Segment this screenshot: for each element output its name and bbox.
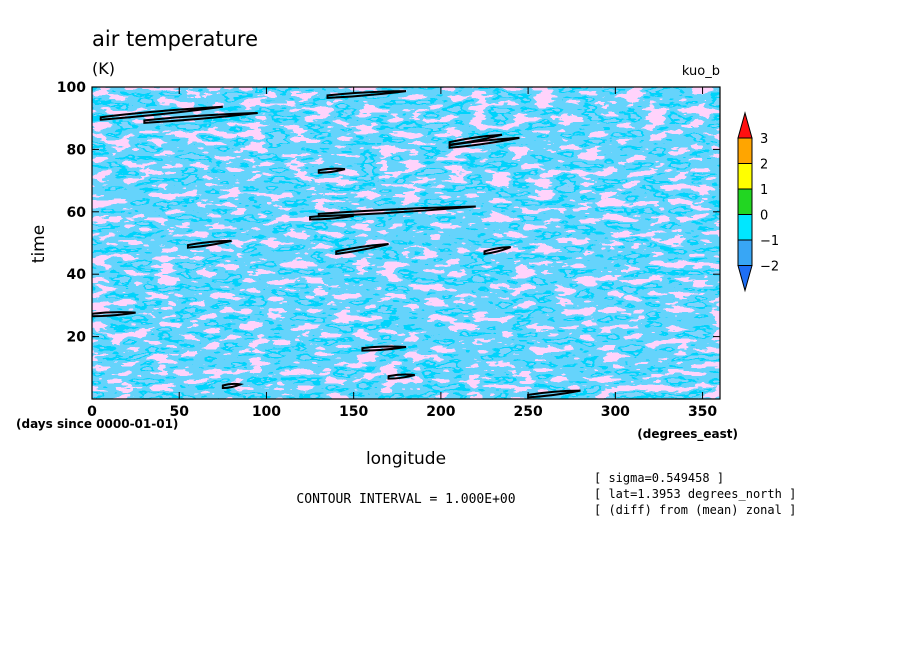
- x-tick-label: 0: [87, 404, 97, 420]
- colorbar-cap-bottom: [737, 265, 753, 293]
- x-axis-label: longitude: [366, 449, 446, 469]
- contour-interval: CONTOUR INTERVAL = 1.000E+00: [296, 492, 515, 507]
- colorbar-box: [737, 163, 753, 190]
- annotation-lat: [ lat=1.3953 degrees_north ]: [594, 487, 796, 501]
- x-tick-label: 350: [688, 404, 717, 420]
- colorbar-label: −2: [760, 260, 779, 275]
- contour-segment: [92, 311, 136, 318]
- colorbar-box: [737, 137, 753, 164]
- colorbar-label: 1: [760, 183, 768, 198]
- x-tick-label: 150: [339, 404, 368, 420]
- y-tick-label: 20: [67, 330, 87, 346]
- contour-segment: [143, 111, 258, 124]
- y-tick-label: 60: [67, 205, 87, 221]
- colorbar-box: [737, 188, 753, 215]
- y-unit-label: (days since 0000-01-01): [16, 417, 178, 431]
- colorbar-label: 0: [760, 209, 768, 224]
- chart-title: air temperature: [92, 27, 258, 51]
- y-tick-label: 100: [57, 80, 86, 96]
- contour-segment: [317, 167, 346, 174]
- contour-segment: [326, 90, 407, 99]
- x-tick-label: 50: [169, 404, 189, 420]
- x-tick-label: 100: [252, 404, 281, 420]
- x-tick-label: 250: [513, 404, 542, 420]
- plot-frame: [91, 86, 721, 400]
- annotation-sigma: [ sigma=0.549458 ]: [594, 471, 724, 485]
- annotation-diff: [ (diff) from (mean) zonal ]: [594, 503, 796, 517]
- chart-units: (K): [92, 59, 115, 78]
- contour-segment: [221, 382, 244, 390]
- y-axis-label: time: [29, 225, 49, 263]
- colorbar-box: [737, 214, 753, 241]
- contour-segment: [361, 345, 407, 352]
- x-axis: 0 50 100 150 200 250 300 350: [87, 87, 717, 420]
- dataset-label: kuo_b: [682, 64, 720, 79]
- contour-segment: [186, 239, 232, 249]
- y-tick-label: 40: [67, 267, 87, 283]
- colorbar: 3 2 1 0 −1 −2: [737, 111, 779, 293]
- x-tick-label: 300: [601, 404, 630, 420]
- contour-segment: [309, 214, 354, 221]
- x-unit-label: (degrees_east): [637, 427, 738, 442]
- contour-segment: [387, 373, 415, 380]
- contour-lines: [92, 90, 581, 399]
- colorbar-box: [737, 239, 753, 266]
- contour-segment: [448, 133, 503, 146]
- contour-segment: [317, 205, 476, 218]
- contour-segment: [99, 105, 223, 121]
- contour-segment: [335, 243, 389, 255]
- contour-segment: [483, 246, 512, 255]
- colorbar-cap-top: [737, 111, 753, 139]
- y-tick-label: 80: [67, 142, 87, 158]
- colorbar-label: −1: [760, 234, 779, 249]
- colorbar-label: 2: [760, 158, 768, 173]
- colorbar-label: 3: [760, 132, 768, 147]
- contour-segment: [527, 389, 581, 399]
- y-axis: 20 40 60 80 100: [57, 80, 720, 346]
- x-tick-label: 200: [426, 404, 455, 420]
- plot-area: [92, 87, 720, 399]
- heatmap-field: [92, 87, 720, 399]
